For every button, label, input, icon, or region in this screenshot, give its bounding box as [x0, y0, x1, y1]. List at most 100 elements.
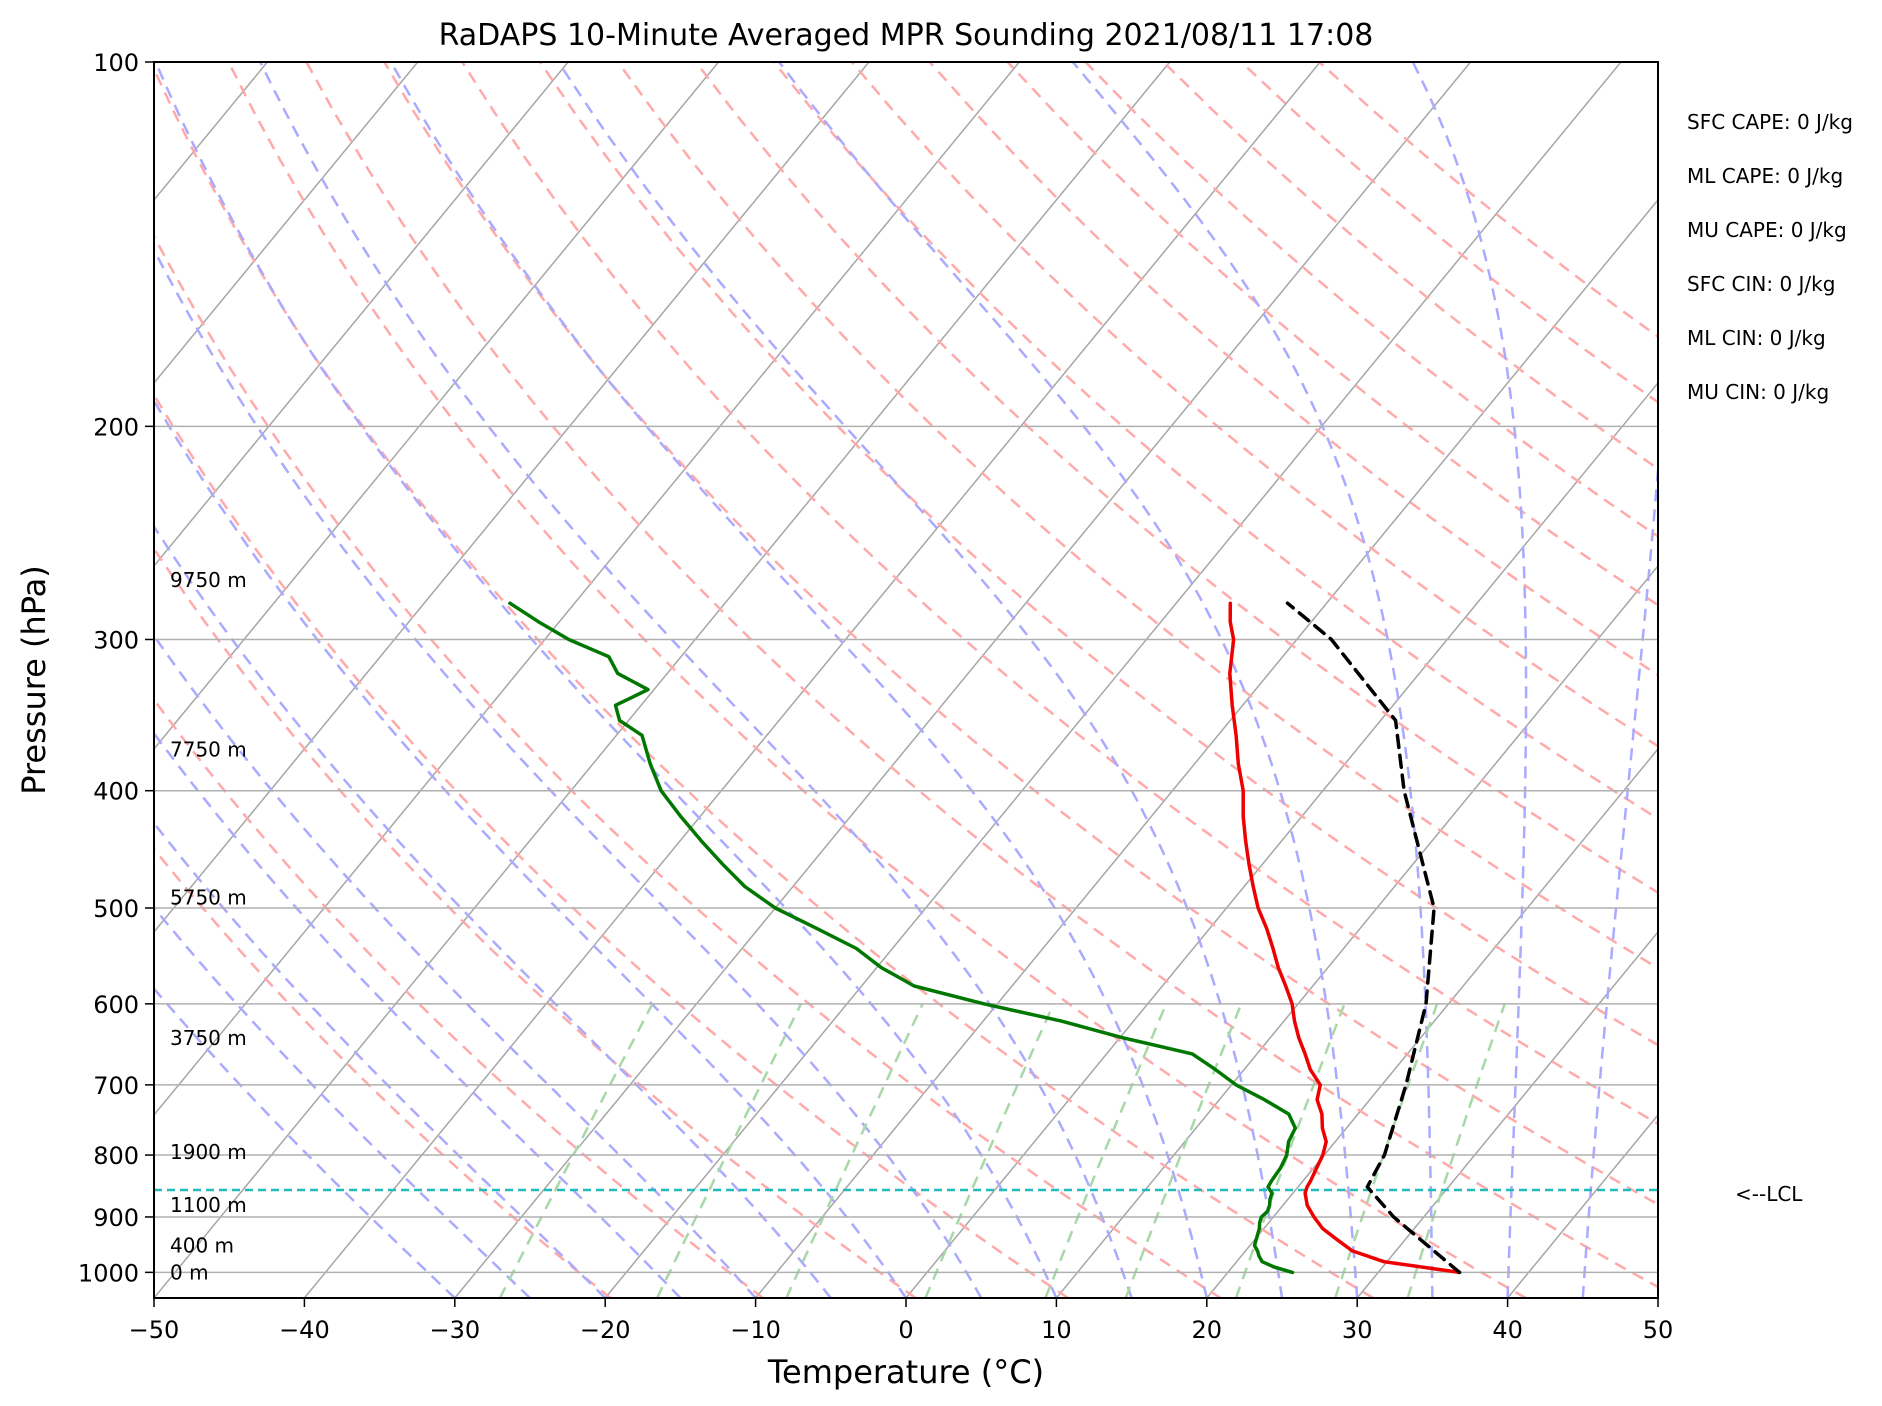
isotherm-line: [303, 62, 1321, 1298]
isotherm-line: [154, 62, 870, 934]
moist-adiabat-line: [557, 62, 1284, 1298]
mixing-ratio-line: [924, 1003, 1055, 1298]
moist-adiabat-line: [154, 986, 456, 1298]
height-labels: 0 m 400 m 1100 m 1900 m 3750 m 5750 m 7750 m 97…: [170, 568, 247, 1284]
series-parcel-line: [1285, 601, 1462, 1275]
height-label: 7750 m: [170, 738, 247, 762]
isotherm-line: [1206, 747, 1658, 1298]
x-tick-label: 10: [1041, 1316, 1072, 1344]
moist-adiabat-line: [154, 524, 832, 1298]
mixing-ratio-line: [1334, 1003, 1439, 1298]
dry-adiabat-line: [154, 546, 917, 1298]
height-label: 1900 m: [170, 1140, 247, 1164]
isotherm-line: [1808, 62, 1882, 1298]
mixing-ratio-line: [785, 1003, 924, 1298]
mixing-ratio-line: [1044, 1003, 1168, 1298]
dry-adiabat-line: [694, 62, 1658, 895]
dry-adiabat-line: [154, 697, 764, 1298]
dry-adiabat-line: [1006, 62, 1658, 607]
isotherm-line: [154, 62, 419, 385]
lcl-label: <--LCL: [1735, 1182, 1803, 1206]
y-tick-label: 200: [93, 413, 139, 441]
dry-adiabat-line: [305, 62, 1658, 1289]
isotherm-line: [755, 198, 1658, 1298]
dry-adiabat-line: [154, 233, 1222, 1298]
dry-adiabat-line: [154, 847, 612, 1298]
mixing-ratio-line: [1406, 1003, 1506, 1298]
dry-adiabat-line: [1084, 62, 1658, 538]
series-dewpoint-line: [508, 601, 1298, 1275]
x-tick-label: 40: [1492, 1316, 1523, 1344]
y-tick-label: 1000: [78, 1259, 139, 1287]
mixing-ratio-line: [498, 1003, 654, 1298]
isotherm-line: [454, 62, 1472, 1298]
x-tick-label: −50: [129, 1316, 180, 1344]
isotherm-line: [905, 381, 1658, 1298]
dry-adiabat-line: [227, 62, 1527, 1298]
x-axis: −50 −40 −30 −20 −10 0 10 20 30 40 50: [129, 1298, 1674, 1344]
isotherm-line: [154, 62, 1171, 1298]
x-axis-label: Temperature (°C): [767, 1353, 1044, 1391]
moist-adiabat-line: [154, 247, 983, 1298]
height-label: 0 m: [170, 1260, 209, 1284]
moist-adiabat-line: [1581, 455, 1658, 1298]
dry-adiabat-line: [772, 62, 1658, 821]
x-tick-label: 0: [898, 1316, 913, 1344]
dry-adiabat-line: [616, 62, 1658, 970]
y-tick-label: 100: [93, 49, 139, 77]
dry-adiabat-line: [383, 62, 1658, 1206]
height-label: 1100 m: [170, 1193, 247, 1217]
x-tick-label: −10: [730, 1316, 781, 1344]
chart-title: RaDAPS 10-Minute Averaged MPR Sounding 2…: [439, 18, 1374, 53]
moist-adiabat-line: [154, 398, 908, 1298]
height-label: 9750 m: [170, 568, 247, 592]
index-text: MU CAPE: 0 J/kg: [1687, 218, 1847, 242]
mixing-ratio-line: [1234, 1003, 1346, 1298]
moist-adiabat-line: [1411, 62, 1528, 1298]
moist-adiabat-line: [154, 633, 757, 1298]
indices-panel: SFC CAPE: 0 J/kg ML CAPE: 0 J/kg MU CAPE: …: [1687, 110, 1853, 404]
moist-adiabat-line: [154, 731, 682, 1298]
x-tick-label: −40: [279, 1316, 330, 1344]
dry-adiabat-line: [850, 62, 1658, 748]
series-temperature-line: [1228, 601, 1462, 1275]
y-axis-label: Pressure (hPa): [15, 565, 53, 795]
moist-adiabat-line: [1071, 62, 1434, 1298]
isotherm-line: [1657, 1296, 1658, 1298]
index-text: SFC CIN: 0 J/kg: [1687, 272, 1835, 296]
series-group: [508, 601, 1462, 1275]
dry-adiabat-line: [154, 392, 1069, 1298]
index-text: ML CIN: 0 J/kg: [1687, 326, 1826, 350]
y-axis: 100 200 300 400 500 600 700 800 900 1000: [78, 49, 154, 1287]
grid-lines: [154, 62, 1658, 1274]
index-text: SFC CAPE: 0 J/kg: [1687, 110, 1853, 134]
y-tick-label: 500: [93, 895, 139, 923]
moist-adiabat-line: [389, 62, 1209, 1298]
background-lines: [154, 62, 1882, 1298]
x-tick-label: 50: [1643, 1316, 1674, 1344]
x-tick-label: 30: [1342, 1316, 1373, 1344]
dry-adiabat-line: [154, 66, 1374, 1298]
y-tick-label: 300: [93, 626, 139, 654]
y-tick-label: 600: [93, 991, 139, 1019]
dry-adiabat-line: [539, 62, 1658, 1047]
moist-adiabat-line: [778, 62, 1359, 1298]
moist-adiabat-line: [154, 62, 1058, 1298]
moist-adiabat-line: [154, 821, 607, 1298]
isotherm-line: [154, 62, 1020, 1117]
x-tick-label: −30: [429, 1316, 480, 1344]
y-tick-label: 700: [93, 1072, 139, 1100]
height-label: 400 m: [170, 1233, 234, 1257]
dry-adiabat-line: [928, 62, 1658, 677]
dry-adiabat-line: [1162, 62, 1658, 471]
moist-adiabat-line: [154, 905, 531, 1298]
x-tick-label: −20: [580, 1316, 631, 1344]
isotherm-line: [604, 62, 1622, 1298]
isotherm-line: [1055, 564, 1658, 1298]
plot-frame: [153, 61, 1659, 1299]
dry-adiabat-line: [1318, 62, 1658, 339]
isotherm-line: [1356, 930, 1658, 1298]
index-text: ML CAPE: 0 J/kg: [1687, 164, 1843, 188]
index-text: MU CIN: 0 J/kg: [1687, 380, 1829, 404]
